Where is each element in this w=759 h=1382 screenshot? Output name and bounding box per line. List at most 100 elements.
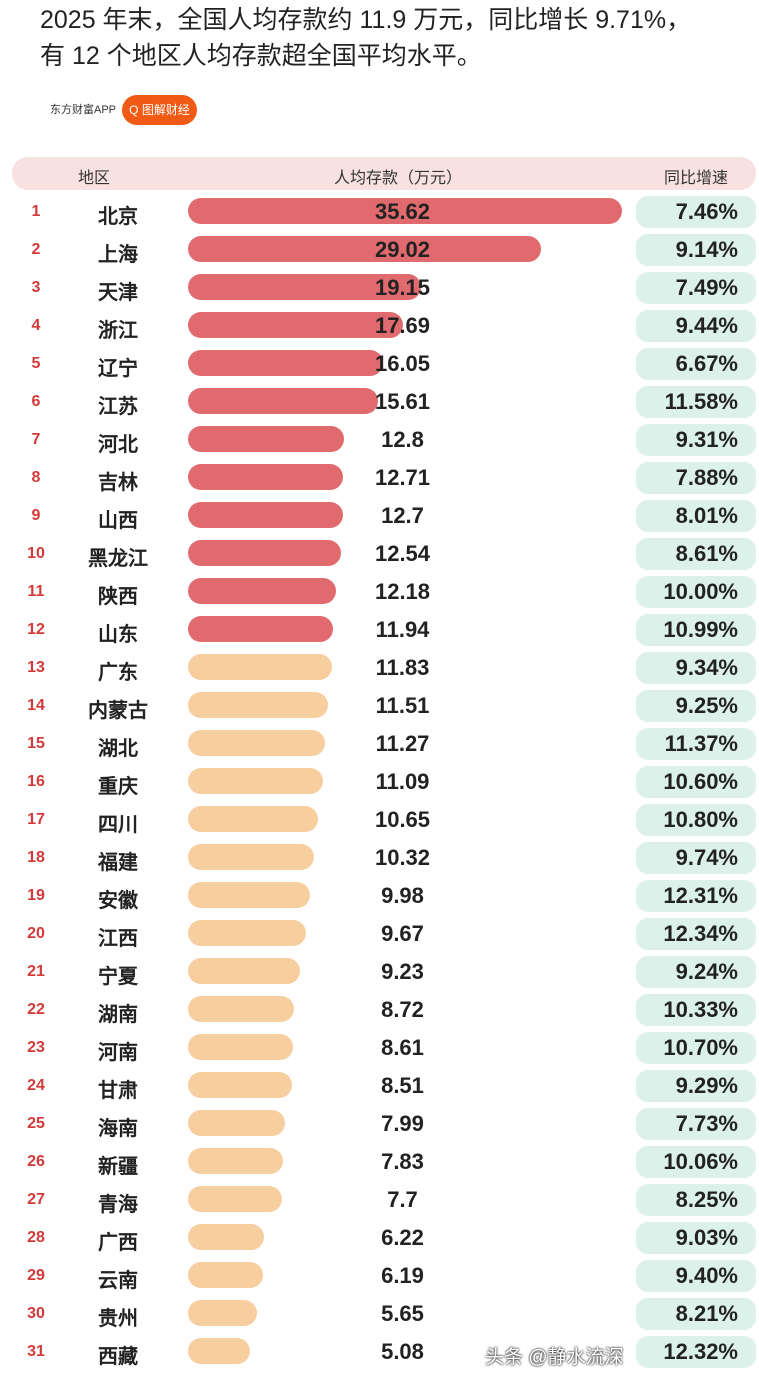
deposit-bar	[188, 1338, 250, 1364]
deposit-value: 35.62	[374, 199, 431, 224]
header-deposit: 人均存款（万元）	[334, 170, 463, 187]
rank: 21	[27, 963, 45, 980]
deposit-value: 8.51	[381, 1073, 424, 1098]
growth-pill: 9.25%	[636, 690, 756, 722]
watermark: 头条 @静水流深	[485, 1347, 624, 1368]
rank: 24	[27, 1077, 45, 1094]
rank: 15	[27, 735, 45, 752]
deposit-bar	[188, 920, 306, 946]
region-name: 青海	[98, 1194, 138, 1216]
region-name: 内蒙古	[88, 700, 148, 722]
growth-pill: 9.03%	[636, 1222, 756, 1254]
growth-pill: 10.70%	[636, 1032, 756, 1064]
deposit-value: 11.51	[375, 693, 430, 718]
growth-pill: 8.61%	[636, 538, 756, 570]
rank: 25	[27, 1115, 45, 1132]
growth-pill: 7.49%	[636, 272, 756, 304]
region-name: 北京	[98, 206, 138, 228]
table-row: 17 四川 10.65 10.80%	[0, 802, 759, 840]
region-name: 四川	[98, 814, 138, 836]
growth-pill: 9.24%	[636, 956, 756, 988]
deposit-bar	[188, 388, 379, 414]
table-row: 12 山东 11.94 10.99%	[0, 612, 759, 650]
deposit-value: 5.65	[381, 1301, 424, 1326]
rank: 4	[31, 317, 41, 334]
deposit-value: 5.08	[381, 1339, 424, 1364]
rank: 26	[27, 1153, 45, 1170]
growth-pill: 9.14%	[636, 234, 756, 266]
region-name: 江苏	[98, 396, 138, 418]
growth-pill: 9.31%	[636, 424, 756, 456]
growth-pill: 7.46%	[636, 196, 756, 228]
table-row: 22 湖南 8.72 10.33%	[0, 992, 759, 1030]
table-row: 29 云南 6.19 9.40%	[0, 1258, 759, 1296]
deposit-value: 7.7	[387, 1187, 418, 1212]
deposit-value: 6.19	[381, 1263, 424, 1288]
deposit-bar	[188, 692, 329, 718]
deposit-value: 12.7	[381, 503, 424, 528]
header-region: 地区	[78, 170, 111, 187]
rank: 28	[27, 1229, 45, 1246]
growth-pill: 9.74%	[636, 842, 756, 874]
table-row: 16 重庆 11.09 10.60%	[0, 764, 759, 802]
region-name: 安徽	[98, 890, 138, 912]
deposit-bar	[188, 616, 334, 642]
region-name: 河南	[98, 1042, 138, 1064]
rank: 27	[27, 1191, 45, 1208]
growth-pill: 12.32%	[636, 1336, 756, 1368]
growth-pill: 7.73%	[636, 1108, 756, 1140]
growth-pill: 12.34%	[636, 918, 756, 950]
deposit-bar	[188, 654, 333, 680]
table-row: 1 北京 35.62 7.46%	[0, 194, 759, 232]
deposit-value: 17.69	[374, 313, 431, 338]
rank: 10	[27, 545, 45, 562]
deposit-bar	[188, 1224, 264, 1250]
growth-pill: 11.58%	[636, 386, 756, 418]
deposit-value: 10.65	[374, 807, 431, 832]
growth-pill: 9.34%	[636, 652, 756, 684]
deposit-value: 11.94	[375, 617, 430, 642]
deposit-value: 12.18	[374, 579, 431, 604]
region-name: 湖北	[98, 738, 138, 760]
rank: 13	[27, 659, 45, 676]
header-growth: 同比增速	[664, 170, 729, 187]
table-header: 地区 人均存款（万元） 同比增速	[12, 157, 756, 190]
rank: 11	[27, 583, 45, 600]
deposit-bar	[188, 730, 326, 756]
region-name: 上海	[98, 244, 138, 266]
region-name: 广西	[98, 1232, 138, 1254]
region-name: 天津	[98, 282, 138, 304]
deposit-value: 11.27	[375, 731, 430, 756]
headline-line-2: 有 12 个地区人均存款超全国平均水平。	[40, 42, 482, 70]
rank: 14	[27, 697, 45, 714]
table-row: 8 吉林 12.71 7.88%	[0, 460, 759, 498]
growth-pill: 10.80%	[636, 804, 756, 836]
rank: 8	[31, 469, 41, 486]
deposit-bar	[188, 464, 343, 490]
deposit-value: 8.61	[381, 1035, 424, 1060]
rank: 7	[31, 431, 41, 448]
deposit-value: 9.23	[381, 959, 424, 984]
deposit-value: 7.99	[381, 1111, 424, 1136]
region-name: 山东	[98, 624, 138, 646]
region-name: 湖南	[98, 1004, 138, 1026]
growth-pill: 8.01%	[636, 500, 756, 532]
growth-pill: 9.40%	[636, 1260, 756, 1292]
region-name: 吉林	[98, 472, 138, 494]
region-name: 浙江	[98, 320, 138, 342]
table-row: 27 青海 7.7 8.25%	[0, 1182, 759, 1220]
region-name: 陕西	[98, 586, 138, 608]
rank: 12	[27, 621, 45, 638]
deposit-bar	[188, 198, 622, 224]
table-row: 4 浙江 17.69 9.44%	[0, 308, 759, 346]
region-name: 重庆	[98, 776, 138, 798]
deposit-value: 11.83	[375, 655, 430, 680]
deposit-bar	[188, 1110, 286, 1136]
rank: 9	[31, 507, 41, 524]
table-row: 9 山西 12.7 8.01%	[0, 498, 759, 536]
deposit-value: 10.32	[374, 845, 431, 870]
deposit-bar	[188, 806, 318, 832]
rank: 31	[27, 1343, 45, 1360]
region-name: 贵州	[98, 1308, 138, 1330]
deposit-bar	[188, 768, 324, 794]
